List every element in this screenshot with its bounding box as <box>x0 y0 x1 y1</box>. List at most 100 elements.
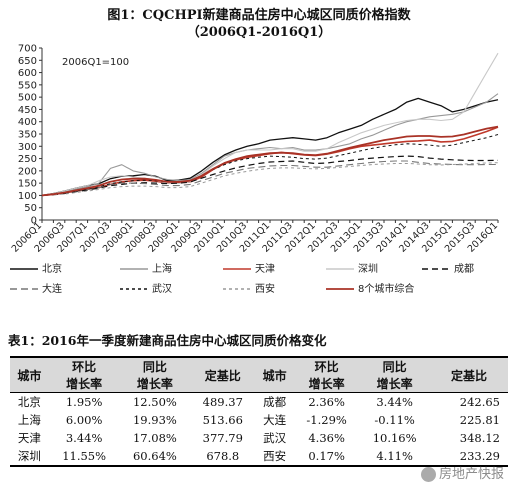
y-tick-label: 550 <box>18 80 37 91</box>
legend-item: 武汉 <box>120 280 172 295</box>
series-line <box>41 125 499 197</box>
legend-swatch <box>10 268 38 270</box>
header-base-left: 定基比 <box>190 356 256 393</box>
legend-item: 西安 <box>223 280 275 295</box>
legend-swatch <box>120 288 148 290</box>
y-tick-label: 250 <box>18 154 37 165</box>
y-tick-label: 100 <box>18 191 37 202</box>
base-cell: 489.37 <box>202 395 243 409</box>
header-qoq-left: 环比 <box>48 356 120 375</box>
chart-legend: 北京 上海 天津 深圳 成都大连 武汉 西安 8个城市综合 <box>10 260 510 302</box>
legend-swatch <box>223 268 251 270</box>
y-tick-label: 0 <box>31 216 37 227</box>
watermark-text: 房地产快报 <box>438 467 504 482</box>
legend-label: 天津 <box>255 264 275 275</box>
header-qoq-left-sub: 增长率 <box>48 375 120 393</box>
y-tick-label: 500 <box>18 93 37 104</box>
figure-title: 图1：CQCHPI新建商品住房中心城区同质价格指数 <box>107 8 411 23</box>
legend-label: 西安 <box>255 284 275 295</box>
yoy-cell: -0.11% <box>374 413 415 427</box>
qoq-cell: 2.36% <box>308 395 345 409</box>
yoy-cell: 3.44% <box>376 395 413 409</box>
series-line <box>41 134 499 196</box>
header-city-right: 城市 <box>255 356 295 393</box>
yoy-cell: 4.11% <box>359 447 431 467</box>
base-cell: 242.65 <box>459 395 500 409</box>
watermark-logo-icon <box>420 467 436 482</box>
legend-label: 成都 <box>454 264 474 275</box>
base-cell: 348.12 <box>459 431 500 445</box>
legend-swatch <box>326 268 354 270</box>
qoq-cell: 4.36% <box>308 431 345 445</box>
city-cell: 武汉 <box>263 431 287 445</box>
series-line <box>41 97 499 197</box>
legend-label: 武汉 <box>152 284 172 295</box>
series-line <box>41 155 499 196</box>
base-period-annotation: 2006Q1=100 <box>62 57 129 68</box>
watermark: 房地产快报 <box>420 463 504 482</box>
base-cell: 225.81 <box>459 413 500 427</box>
legend-swatch <box>223 288 251 290</box>
base-cell: 377.79 <box>202 431 243 445</box>
legend-item: 深圳 <box>326 260 378 275</box>
yoy-cell: 17.08% <box>132 431 177 445</box>
header-yoy-left: 同比 <box>119 356 191 375</box>
legend-label: 大连 <box>42 284 62 295</box>
legend-swatch <box>422 268 450 270</box>
y-tick-label: 400 <box>18 117 37 128</box>
city-cell: 深圳 <box>10 447 49 467</box>
city-cell: 大连 <box>263 413 287 427</box>
table-row: 天津 3.44% 17.08% 377.79 武汉 4.36% 10.16% 3… <box>10 429 508 447</box>
qoq-cell: 11.55% <box>48 447 120 467</box>
city-cell: 天津 <box>17 431 41 445</box>
header-yoy-left-sub: 增长率 <box>119 375 191 393</box>
header-base-right: 定基比 <box>430 356 508 393</box>
series-line <box>41 52 499 196</box>
header-qoq-right: 环比 <box>294 356 360 375</box>
yoy-cell: 19.93% <box>132 413 177 427</box>
table-title: 表1：2016年一季度新建商品住房中心城区同质价格变化 <box>8 333 327 348</box>
legend-item: 8个城市综合 <box>326 280 414 295</box>
qoq-cell: 1.95% <box>65 395 103 409</box>
price-change-table: 城市 环比 同比 定基比 城市 环比 同比 定基比 增长率 增长率 增长率 增长… <box>10 356 508 467</box>
series-line <box>41 162 499 196</box>
y-tick-label: 600 <box>18 68 37 79</box>
legend-item: 大连 <box>10 280 62 295</box>
series-line <box>41 126 499 197</box>
qoq-cell: 6.00% <box>65 413 103 427</box>
legend-item: 北京 <box>10 260 62 275</box>
qoq-cell: -1.29% <box>306 413 347 427</box>
city-cell: 成都 <box>263 395 287 409</box>
series-line <box>41 93 499 196</box>
base-cell: 678.8 <box>190 447 256 467</box>
base-cell: 233.29 <box>430 447 508 467</box>
figure-subtitle: （2006Q1-2016Q1） <box>186 25 332 40</box>
yoy-cell: 10.16% <box>372 431 417 445</box>
qoq-cell: 3.44% <box>65 431 103 445</box>
base-cell: 513.66 <box>202 413 243 427</box>
y-tick-label: 700 <box>18 44 37 55</box>
table-row: 上海 6.00% 19.93% 513.66 大连 -1.29% -0.11% … <box>10 411 508 429</box>
legend-item: 天津 <box>223 260 275 275</box>
legend-swatch <box>10 288 38 290</box>
yoy-cell: 60.64% <box>119 447 191 467</box>
legend-label: 北京 <box>42 264 62 275</box>
yoy-cell: 12.50% <box>132 395 177 409</box>
y-tick-label: 450 <box>18 105 37 116</box>
header-city-left: 城市 <box>10 356 49 393</box>
header-qoq-right-sub: 增长率 <box>294 375 360 393</box>
y-tick-label: 300 <box>18 142 37 153</box>
series-line <box>41 160 498 196</box>
legend-label: 上海 <box>152 264 172 275</box>
city-cell: 西安 <box>255 447 295 467</box>
qoq-cell: 0.17% <box>294 447 360 467</box>
city-cell: 北京 <box>17 395 41 409</box>
y-tick-label: 350 <box>18 130 37 141</box>
y-tick-label: 50 <box>24 203 37 214</box>
header-yoy-right-sub: 增长率 <box>359 375 431 393</box>
legend-item: 成都 <box>422 260 474 275</box>
header-yoy-right: 同比 <box>359 356 431 375</box>
table-row: 北京 1.95% 12.50% 489.37 成都 2.36% 3.44% 24… <box>10 393 508 412</box>
legend-swatch <box>120 268 148 270</box>
